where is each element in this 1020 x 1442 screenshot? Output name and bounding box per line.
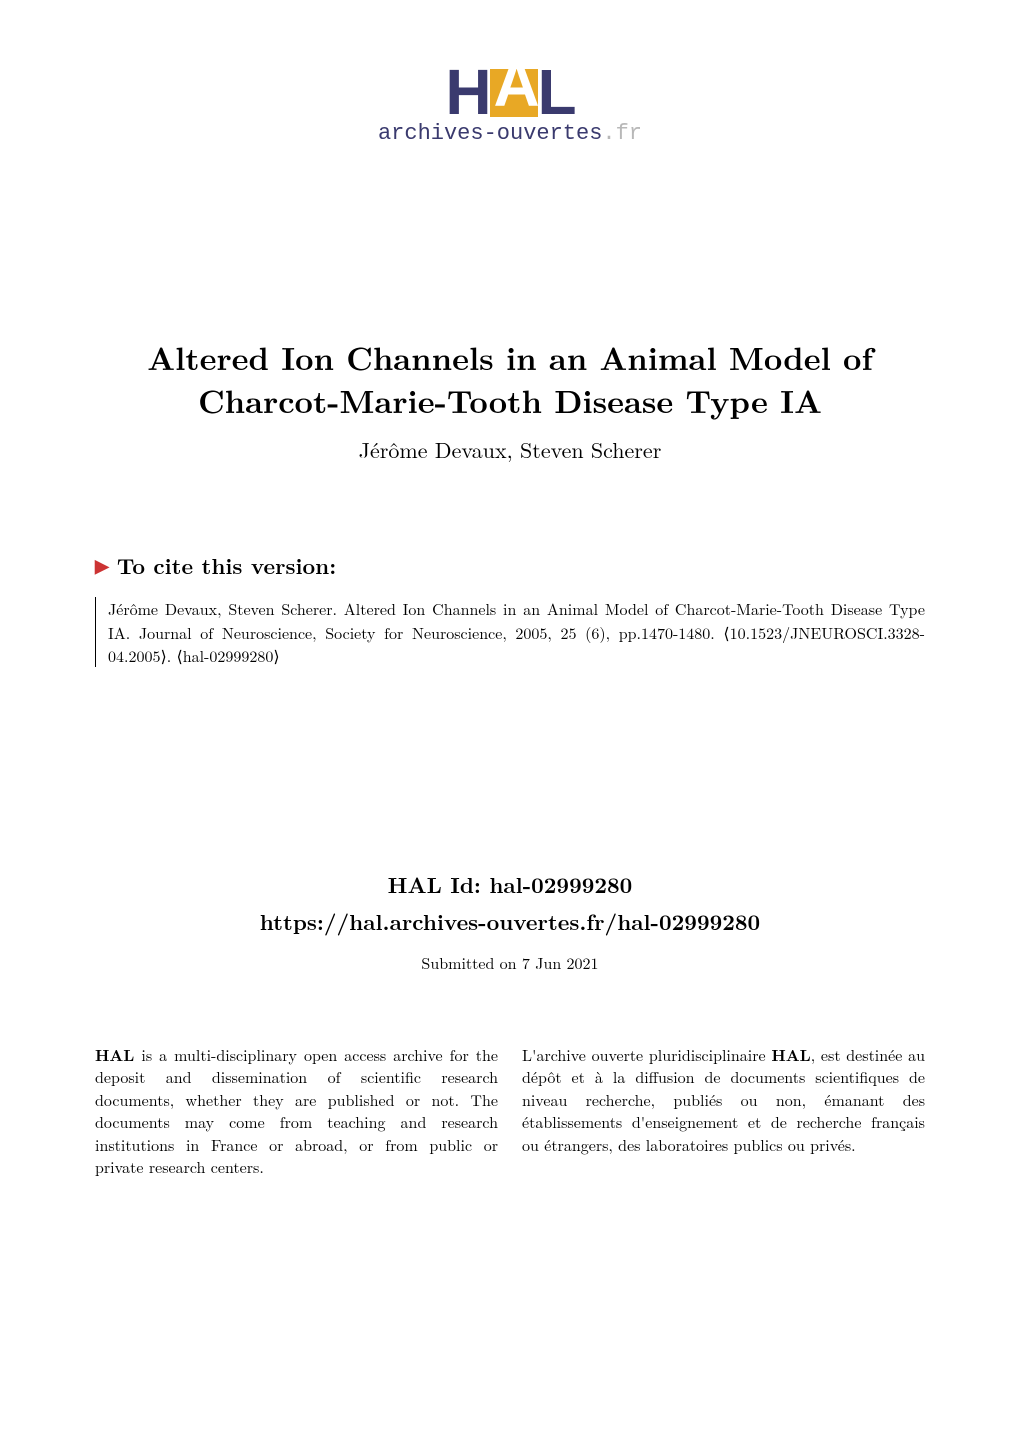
desc-left-text: is a multi-disciplinary open access arch… bbox=[95, 1043, 498, 1178]
hal-logo-text: HAL bbox=[378, 55, 642, 129]
logo-letter-a: A bbox=[494, 47, 538, 121]
hal-logo: HAL archives-ouvertes.fr bbox=[378, 55, 642, 146]
cite-arrow-icon: ▶ bbox=[95, 553, 109, 578]
cite-section: ▶ To cite this version: Jérôme Devaux, S… bbox=[0, 550, 1020, 667]
logo-letter-l: L bbox=[538, 56, 575, 128]
description-section: HAL is a multi-disciplinary open access … bbox=[0, 1044, 1020, 1178]
title-section: Altered Ion Channels in an Animal Model … bbox=[0, 336, 1020, 465]
description-english: HAL is a multi-disciplinary open access … bbox=[95, 1044, 498, 1178]
cite-header-text: To cite this version: bbox=[117, 550, 336, 581]
title-line-2: Charcot-Marie-Tooth Disease Type IA bbox=[198, 378, 822, 423]
desc-left-bold: HAL bbox=[95, 1043, 134, 1066]
cite-body: Jérôme Devaux, Steven Scherer. Altered I… bbox=[95, 597, 925, 667]
paper-title: Altered Ion Channels in an Animal Model … bbox=[100, 336, 920, 422]
hal-id: HAL Id: hal-02999280 bbox=[0, 869, 1020, 900]
hal-url: https://hal.archives-ouvertes.fr/hal-029… bbox=[0, 906, 1020, 937]
desc-right-pre: L'archive ouverte pluridisciplinaire bbox=[522, 1043, 771, 1066]
hal-id-section: HAL Id: hal-02999280 https://hal.archive… bbox=[0, 869, 1020, 974]
submitted-date: Submitted on 7 Jun 2021 bbox=[0, 951, 1020, 974]
description-french: L'archive ouverte pluridisciplinaire HAL… bbox=[522, 1044, 925, 1178]
logo-letter-h: H bbox=[445, 56, 489, 128]
desc-right-bold: HAL bbox=[771, 1043, 810, 1066]
authors: Jérôme Devaux, Steven Scherer bbox=[100, 434, 920, 465]
title-line-1: Altered Ion Channels in an Animal Model … bbox=[147, 335, 872, 380]
logo-letter-a-wrapper: A bbox=[490, 55, 538, 129]
logo-subtitle-suffix: .fr bbox=[602, 121, 642, 146]
hal-logo-section: HAL archives-ouvertes.fr bbox=[0, 0, 1020, 146]
cite-header: ▶ To cite this version: bbox=[95, 550, 925, 581]
